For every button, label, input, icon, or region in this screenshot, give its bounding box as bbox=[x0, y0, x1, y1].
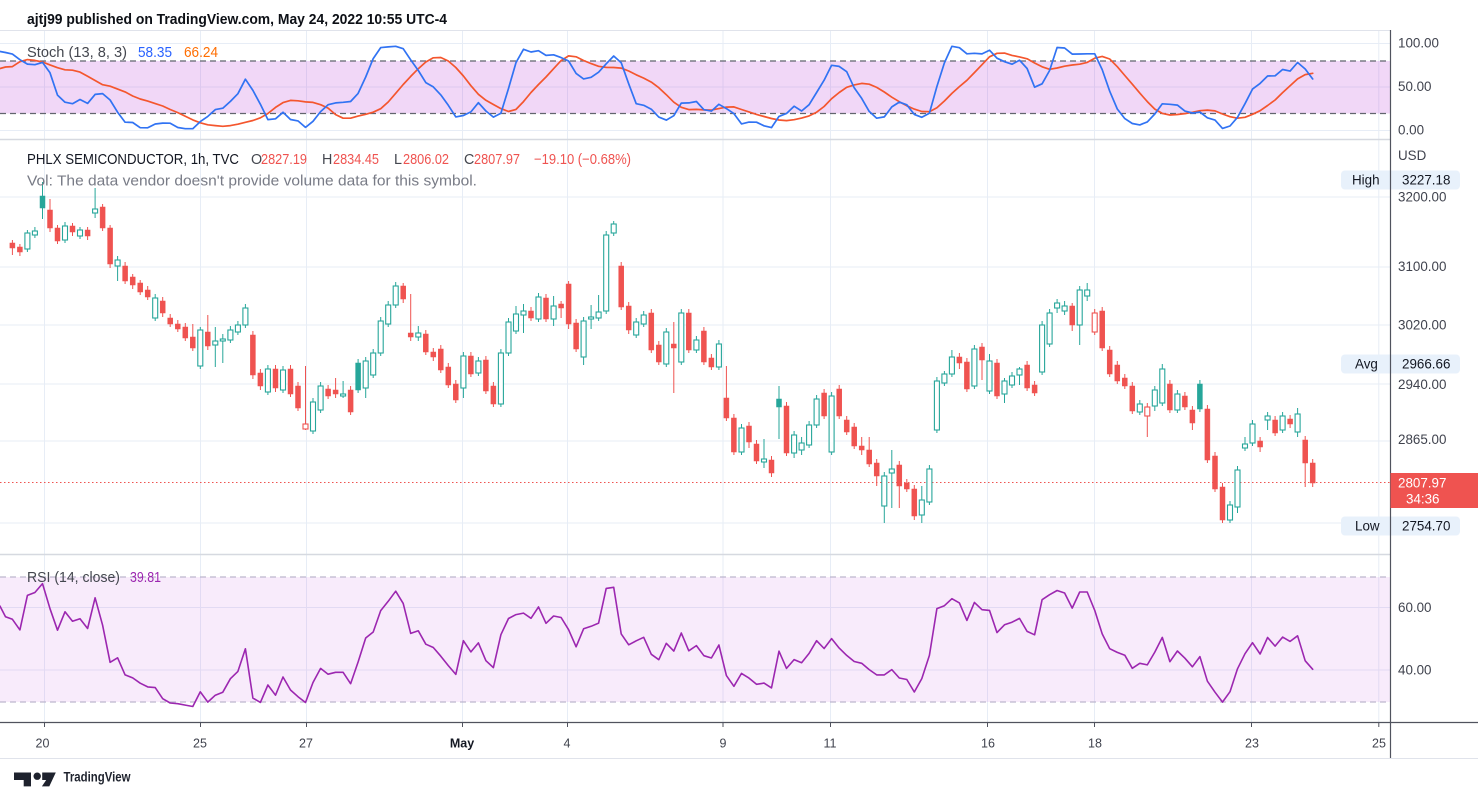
svg-text:2807.97: 2807.97 bbox=[1398, 476, 1446, 491]
svg-text:39.81: 39.81 bbox=[130, 570, 161, 586]
svg-text:2865.00: 2865.00 bbox=[1398, 432, 1446, 447]
svg-text:2966.66: 2966.66 bbox=[1402, 357, 1450, 372]
svg-text:H: H bbox=[322, 152, 332, 168]
svg-text:20: 20 bbox=[36, 737, 50, 751]
svg-text:May: May bbox=[450, 737, 474, 751]
svg-text:RSI (14, close): RSI (14, close) bbox=[27, 570, 120, 586]
svg-text:USD: USD bbox=[1398, 148, 1427, 163]
svg-text:3020.00: 3020.00 bbox=[1398, 318, 1446, 333]
svg-text:2834.45: 2834.45 bbox=[333, 152, 379, 168]
svg-text:58.35: 58.35 bbox=[138, 45, 172, 61]
svg-text:2940.00: 2940.00 bbox=[1398, 377, 1446, 392]
svg-text:PHLX SEMICONDUCTOR, 1h, TVC: PHLX SEMICONDUCTOR, 1h, TVC bbox=[27, 152, 239, 168]
svg-text:3227.18: 3227.18 bbox=[1402, 173, 1450, 188]
svg-text:L: L bbox=[394, 152, 402, 168]
svg-text:High: High bbox=[1352, 173, 1380, 188]
svg-text:Avg: Avg bbox=[1355, 357, 1378, 372]
svg-text:2827.19: 2827.19 bbox=[261, 152, 307, 168]
svg-text:ajtj99 published on TradingVie: ajtj99 published on TradingView.com, May… bbox=[27, 11, 448, 28]
svg-text:50.00: 50.00 bbox=[1398, 79, 1432, 94]
svg-text:3200.00: 3200.00 bbox=[1398, 190, 1446, 205]
svg-text:TradingView: TradingView bbox=[64, 770, 131, 785]
svg-text:2806.02: 2806.02 bbox=[403, 152, 449, 168]
svg-text:0.00: 0.00 bbox=[1398, 123, 1424, 138]
svg-text:−19.10 (−0.68%): −19.10 (−0.68%) bbox=[534, 152, 631, 168]
svg-text:Stoch (13, 8, 3): Stoch (13, 8, 3) bbox=[27, 45, 127, 61]
svg-text:Low: Low bbox=[1355, 519, 1380, 534]
svg-text:C: C bbox=[464, 152, 474, 168]
svg-text:9: 9 bbox=[720, 737, 727, 751]
svg-text:Vol: The data vendor doesn't p: Vol: The data vendor doesn't provide vol… bbox=[27, 174, 477, 190]
svg-text:11: 11 bbox=[824, 737, 837, 751]
svg-text:100.00: 100.00 bbox=[1398, 36, 1439, 51]
svg-text:25: 25 bbox=[1372, 737, 1386, 751]
svg-text:27: 27 bbox=[299, 737, 313, 751]
svg-text:34:36: 34:36 bbox=[1406, 492, 1440, 507]
svg-text:23: 23 bbox=[1245, 737, 1259, 751]
svg-text:3100.00: 3100.00 bbox=[1398, 259, 1446, 274]
svg-text:60.00: 60.00 bbox=[1398, 600, 1432, 615]
svg-text:40.00: 40.00 bbox=[1398, 663, 1432, 678]
svg-text:2807.97: 2807.97 bbox=[474, 152, 520, 168]
svg-text:25: 25 bbox=[193, 737, 207, 751]
svg-text:16: 16 bbox=[981, 737, 995, 751]
svg-text:2754.70: 2754.70 bbox=[1402, 519, 1450, 534]
svg-text:18: 18 bbox=[1088, 737, 1102, 751]
svg-text:66.24: 66.24 bbox=[184, 45, 218, 61]
svg-text:4: 4 bbox=[564, 737, 571, 751]
